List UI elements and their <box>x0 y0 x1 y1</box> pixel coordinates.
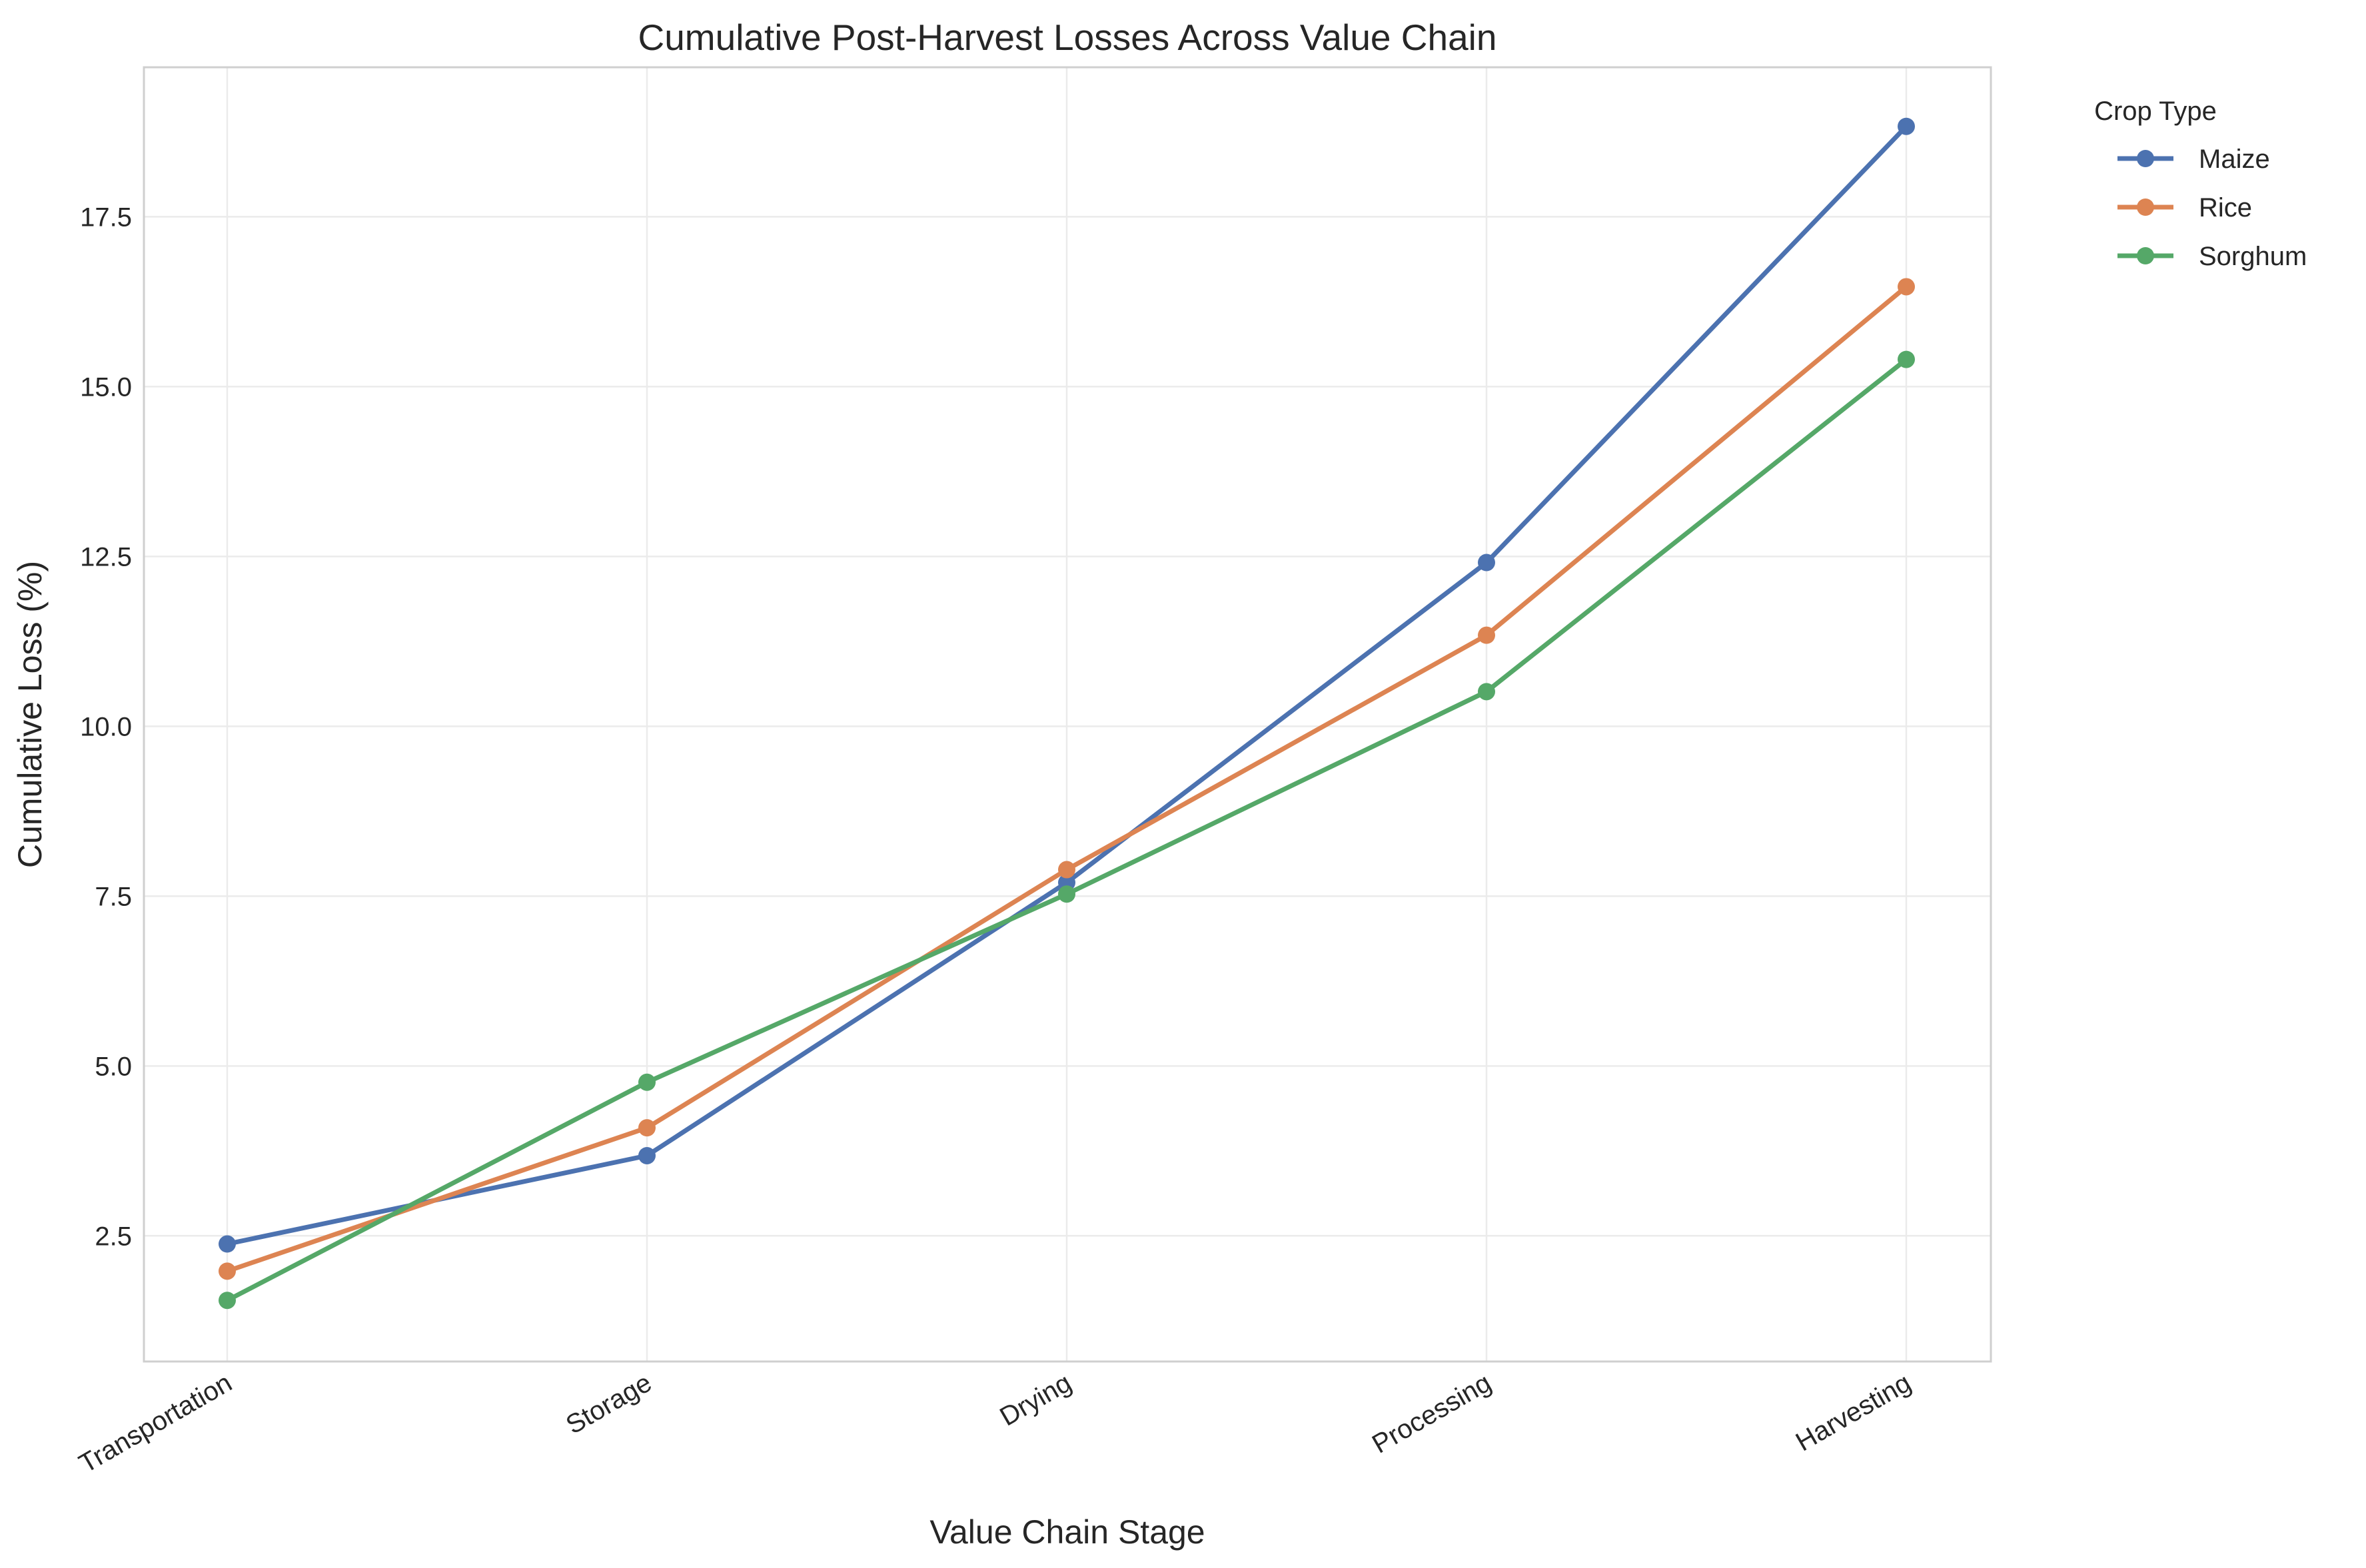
y-axis-ticks: 2.5 5.0 7.5 10.0 12.5 15.0 17.5 <box>80 202 132 1251</box>
legend-swatch-marker <box>2137 150 2154 167</box>
y-axis-label: Cumulative Loss (%) <box>11 561 49 868</box>
legend-label: Sorghum <box>2199 242 2307 271</box>
data-point-rice <box>1058 861 1075 879</box>
legend-swatch-marker <box>2137 247 2154 264</box>
chart-title: Cumulative Post-Harvest Losses Across Va… <box>638 17 1497 58</box>
data-point-rice <box>638 1119 656 1137</box>
series-rice <box>219 278 1915 1280</box>
series-sorghum <box>219 350 1915 1310</box>
legend: Crop Type Maize Rice Sorghum <box>2094 97 2307 271</box>
y-tick-label: 12.5 <box>80 542 132 572</box>
data-point-sorghum <box>1058 885 1075 903</box>
data-point-rice <box>219 1262 236 1280</box>
data-point-sorghum <box>1898 350 1915 368</box>
data-point-rice <box>1898 278 1915 296</box>
series-group <box>219 117 1915 1310</box>
y-tick-label: 7.5 <box>95 882 132 911</box>
y-tick-label: 10.0 <box>80 712 132 741</box>
data-point-maize <box>1898 117 1915 135</box>
data-point-sorghum <box>638 1073 656 1091</box>
y-tick-label: 2.5 <box>95 1222 132 1251</box>
y-tick-label: 5.0 <box>95 1052 132 1081</box>
legend-item-rice: Rice <box>2117 193 2252 222</box>
legend-label: Rice <box>2199 193 2252 222</box>
y-tick-label: 15.0 <box>80 372 132 402</box>
plot-area-frame <box>143 66 1992 1363</box>
x-axis-label: Value Chain Stage <box>929 1513 1205 1551</box>
legend-title: Crop Type <box>2094 97 2217 126</box>
data-point-maize <box>219 1235 236 1253</box>
legend-item-maize: Maize <box>2117 145 2270 174</box>
legend-swatch-marker <box>2137 198 2154 216</box>
series-maize <box>219 117 1915 1253</box>
legend-item-sorghum: Sorghum <box>2117 242 2307 271</box>
data-point-sorghum <box>1478 683 1495 701</box>
data-point-rice <box>1478 626 1495 644</box>
legend-label: Maize <box>2199 145 2270 174</box>
data-point-sorghum <box>219 1292 236 1310</box>
data-point-maize <box>638 1146 656 1164</box>
legend-items: Maize Rice Sorghum <box>2117 145 2307 271</box>
grid <box>144 67 1991 1362</box>
data-point-maize <box>1478 554 1495 572</box>
y-tick-label: 17.5 <box>80 202 132 232</box>
